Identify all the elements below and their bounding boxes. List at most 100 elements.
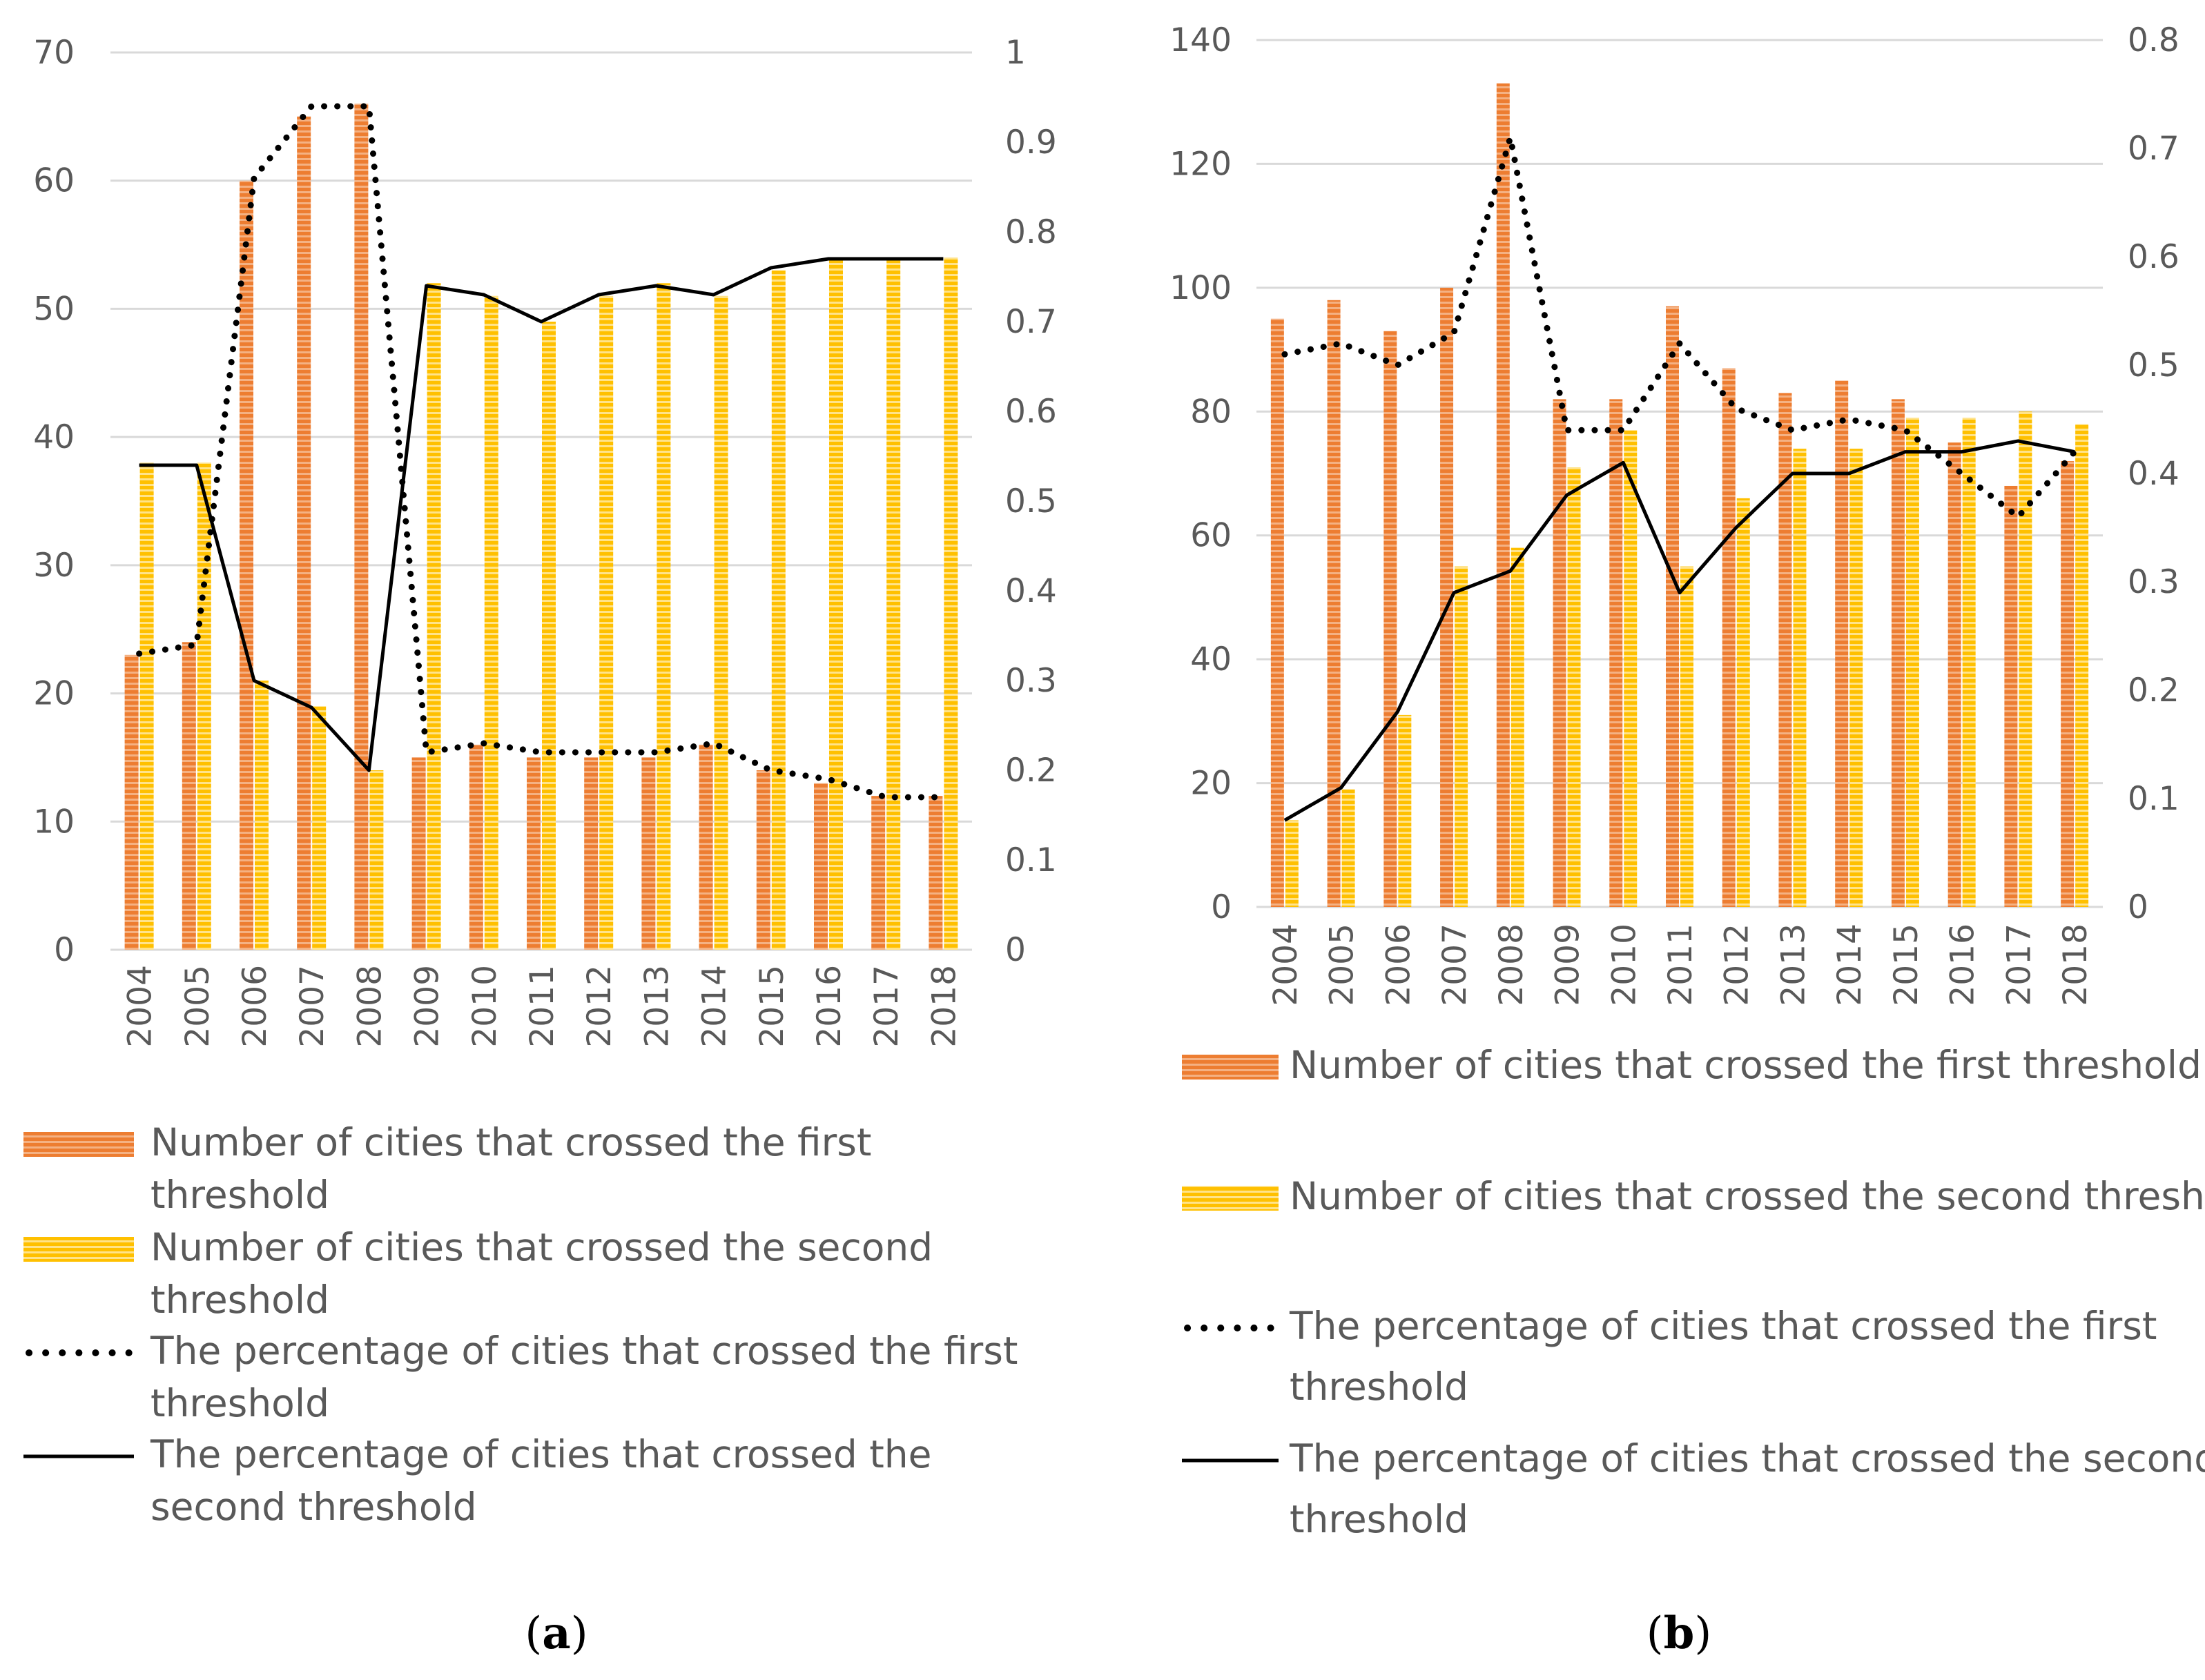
chart-b-left-tick-label: 100	[1169, 269, 1232, 307]
chart-a-bar-second-threshold	[312, 706, 327, 950]
chart-a-bar-second-threshold	[139, 462, 154, 950]
chart-b-legend-label: Number of cities that crossed the first …	[1290, 1043, 2202, 1087]
chart-a-legend-swatch-first-bar	[23, 1132, 134, 1157]
chart-b-bar-first-threshold	[1947, 442, 1961, 907]
chart-b-x-tick-label: 2006	[1379, 924, 1417, 1006]
chart-b-legend-label: Number of cities that crossed the second…	[1290, 1174, 2205, 1218]
chart-b-left-tick-label: 140	[1169, 21, 1232, 59]
chart-a-legend-label: Number of cities that crossed the second	[150, 1225, 933, 1269]
chart-b-legend-label: threshold	[1290, 1365, 1468, 1409]
chart-a-bar-second-threshold	[427, 283, 441, 950]
chart-a-bar-first-threshold	[527, 757, 541, 950]
chart-a-x-tick-label: 2011	[523, 965, 561, 1048]
chart-b-right-tick-label: 0.7	[2128, 130, 2179, 168]
chart-b-bar-first-threshold	[1778, 393, 1792, 907]
chart-b-right-tick-label: 0.4	[2128, 455, 2179, 493]
chart-b-legend-label: The percentage of cities that crossed th…	[1289, 1304, 2157, 1348]
chart-b-x-tick-label: 2008	[1493, 924, 1531, 1006]
chart-b-x-tick-label: 2011	[1662, 924, 1700, 1006]
chart-b-bar-first-threshold	[1666, 306, 1679, 907]
chart-a-bar-first-threshold	[871, 796, 886, 950]
caption-a-text: (a)	[525, 1608, 587, 1659]
caption-b-label: b	[1664, 1608, 1695, 1659]
chart-a-legend-label: threshold	[150, 1173, 329, 1217]
chart-a-x-tick-label: 2006	[236, 965, 274, 1048]
chart-b-bar-second-threshold	[1624, 430, 1638, 907]
chart-b-bar-second-threshold	[1962, 418, 1976, 907]
chart-a-x-tick-label: 2013	[638, 965, 676, 1048]
chart-a-x-tick-label: 2015	[753, 965, 791, 1048]
chart-b: 0 20 40 60 80 100 120 140 0 0.1 0.2 0.3 0.4 0.5 0.6 0.7…	[1169, 21, 2205, 1541]
chart-b-left-tick-label: 60	[1190, 517, 1232, 555]
chart-b-bar-first-threshold	[1891, 399, 1905, 907]
chart-a-x-tick-label: 2009	[409, 965, 447, 1048]
chart-b-bar-second-threshold	[1398, 714, 1412, 907]
chart-a-legend-label: The percentage of cities that crossed th…	[150, 1329, 1018, 1373]
caption-b: (b)	[1647, 1608, 1712, 1659]
chart-b-bar-second-threshold	[1680, 566, 1693, 907]
chart-a-x-tick-label: 2008	[351, 965, 389, 1048]
chart-a-left-tick-label: 60	[33, 162, 75, 200]
chart-b-bar-second-threshold	[1793, 449, 1807, 907]
chart-b-legend-label: The percentage of cities that crossed th…	[1289, 1436, 2205, 1481]
chart-b-x-tick-label: 2014	[1831, 924, 1869, 1006]
chart-a-bar-first-threshold	[699, 744, 713, 950]
chart-a-bar-second-threshold	[369, 770, 384, 950]
chart-b-bar-second-threshold	[1736, 498, 1750, 907]
chart-a-right-tick-label: 0.9	[1005, 124, 1057, 162]
chart-a-left-tick-label: 0	[54, 931, 75, 969]
chart-a-bar-first-threshold	[411, 757, 426, 950]
chart-a-bar-second-threshold	[197, 462, 211, 950]
chart-b-x-tick-label: 2015	[1887, 924, 1925, 1006]
chart-a-right-tick-label: 0.7	[1005, 303, 1057, 341]
chart-a-x-tick-label: 2018	[925, 965, 963, 1048]
chart-b-x-tick-label: 2017	[2000, 924, 2038, 1006]
chart-a-bar-first-threshold	[584, 757, 599, 950]
chart-a-x-tick-label: 2016	[810, 965, 848, 1048]
chart-b-bar-first-threshold	[1496, 83, 1510, 907]
chart-a-bar-second-threshold	[886, 257, 901, 950]
chart-b-bar-second-threshold	[1849, 449, 1863, 907]
chart-a-left-tick-label: 30	[33, 547, 75, 585]
chart-b-bar-second-threshold	[1905, 418, 1919, 907]
chart-b-bar-first-threshold	[2004, 485, 2018, 907]
chart-a-legend-label: The percentage of cities that crossed th…	[150, 1432, 931, 1476]
chart-b-x-tick-label: 2016	[1944, 924, 1982, 1006]
chart-a-bar-first-threshold	[297, 116, 311, 950]
caption-a-label: a	[542, 1608, 570, 1659]
chart-b-right-tick-label: 0.2	[2128, 672, 2179, 710]
chart-a-bar-second-threshold	[599, 295, 614, 950]
chart-b-right-tick-label: 0.5	[2128, 346, 2179, 384]
chart-b-bar-second-threshold	[1455, 566, 1468, 907]
chart-b-bar-second-threshold	[1341, 789, 1355, 907]
chart-a-legend-label: threshold	[150, 1278, 329, 1322]
chart-a-bar-first-threshold	[814, 783, 828, 950]
chart-b-right-tick-label: 0	[2128, 888, 2148, 926]
chart-b-line-percentage-first-threshold	[1281, 134, 2078, 520]
chart-a-bar-first-threshold	[469, 744, 483, 950]
chart-a-right-tick-label: 0.5	[1005, 482, 1057, 520]
chart-a-bar-first-threshold	[756, 770, 770, 950]
chart-a-bar-second-threshold	[771, 270, 786, 950]
chart-b-bar-first-threshold	[1722, 368, 1736, 907]
chart-a: 0 10 20 30 40 50 60 70 0 0.1 0.2 0.3 0.4 0.5 0.6 0.7 0.8…	[23, 34, 1057, 1529]
chart-a-left-tick-label: 20	[33, 675, 75, 713]
chart-a-left-tick-label: 50	[33, 290, 75, 328]
chart-a-legend-swatch-second-bar	[23, 1237, 134, 1262]
chart-b-legend-swatch-first-bar	[1182, 1055, 1279, 1080]
chart-a-legend-label: threshold	[150, 1381, 329, 1425]
chart-b-bar-second-threshold	[1511, 547, 1524, 907]
chart-a-line-percentage-second-threshold	[139, 257, 944, 772]
caption-a: (a)	[525, 1608, 587, 1659]
chart-a-bar-first-threshold	[641, 757, 656, 950]
chart-a-x-tick-label: 2010	[466, 965, 504, 1048]
chart-a-x-tick-label: 2007	[293, 965, 331, 1048]
chart-a-right-tick-label: 0.4	[1005, 572, 1057, 610]
chart-a-legend-label: second threshold	[150, 1485, 477, 1529]
chart-a-bar-second-threshold	[542, 322, 556, 950]
chart-b-bar-second-threshold	[2075, 424, 2089, 907]
chart-a-right-tick-label: 0	[1005, 931, 1026, 969]
chart-a-x-tick-label: 2017	[868, 965, 906, 1048]
chart-a-x-tick-label: 2012	[581, 965, 619, 1048]
